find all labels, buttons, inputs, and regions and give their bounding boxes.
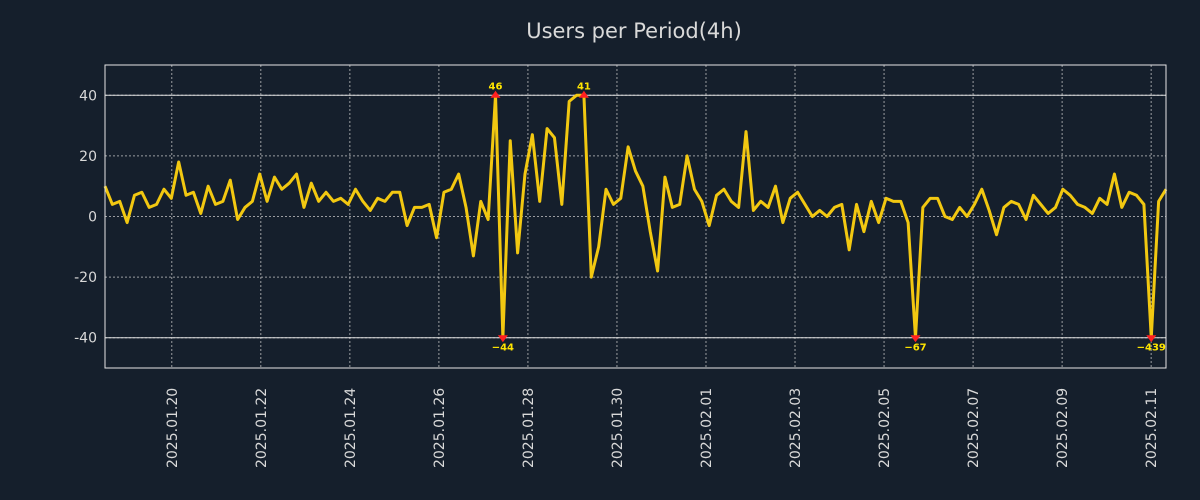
x-tick-label: 2025.01.24 (343, 388, 359, 468)
peak-marker (490, 90, 501, 98)
peak-label: −44 (492, 343, 514, 354)
peak-marker (578, 90, 589, 98)
x-tick-label: 2025.02.09 (1055, 388, 1071, 468)
x-tick-label: 2025.02.07 (966, 388, 982, 468)
y-tick-label: 0 (88, 210, 97, 226)
x-tick-label: 2025.02.11 (1144, 388, 1160, 468)
x-tick-label: 2025.02.01 (699, 388, 715, 468)
x-tick-label: 2025.01.20 (165, 388, 181, 468)
y-tick-label: 20 (79, 149, 97, 165)
y-axis-ticks: -40 -20 0 20 40 (74, 88, 97, 346)
x-tick-label: 2025.01.26 (432, 388, 448, 468)
series-line-users (103, 93, 1168, 340)
x-axis-ticks: 2025.01.20 2025.01.22 2025.01.24 2025.01.26… (165, 388, 1160, 468)
peak-label: −67 (904, 343, 926, 354)
x-tick-label: 2025.01.30 (610, 388, 626, 468)
reference-lines (105, 94, 1166, 339)
plot-frame (104, 64, 1167, 369)
peak-markers: 46 −44 41 −67 −439 (489, 81, 1166, 353)
chart-title: Users per Period(4h) (526, 19, 742, 43)
peak-label: −439 (1137, 343, 1166, 354)
x-tick-label: 2025.02.03 (788, 388, 804, 468)
x-tick-label: 2025.02.05 (877, 388, 893, 468)
peak-label: 46 (489, 81, 503, 92)
y-tick-label: -20 (74, 270, 97, 286)
peak-marker (497, 335, 508, 343)
y-tick-label: 40 (79, 88, 97, 104)
x-tick-label: 2025.01.28 (521, 388, 537, 468)
y-tick-label: -40 (74, 331, 97, 347)
x-tick-label: 2025.01.22 (254, 388, 270, 468)
grid-lines (105, 65, 1166, 368)
peak-label: 41 (577, 81, 591, 92)
peak-marker (910, 335, 921, 343)
peak-marker (1146, 335, 1157, 343)
